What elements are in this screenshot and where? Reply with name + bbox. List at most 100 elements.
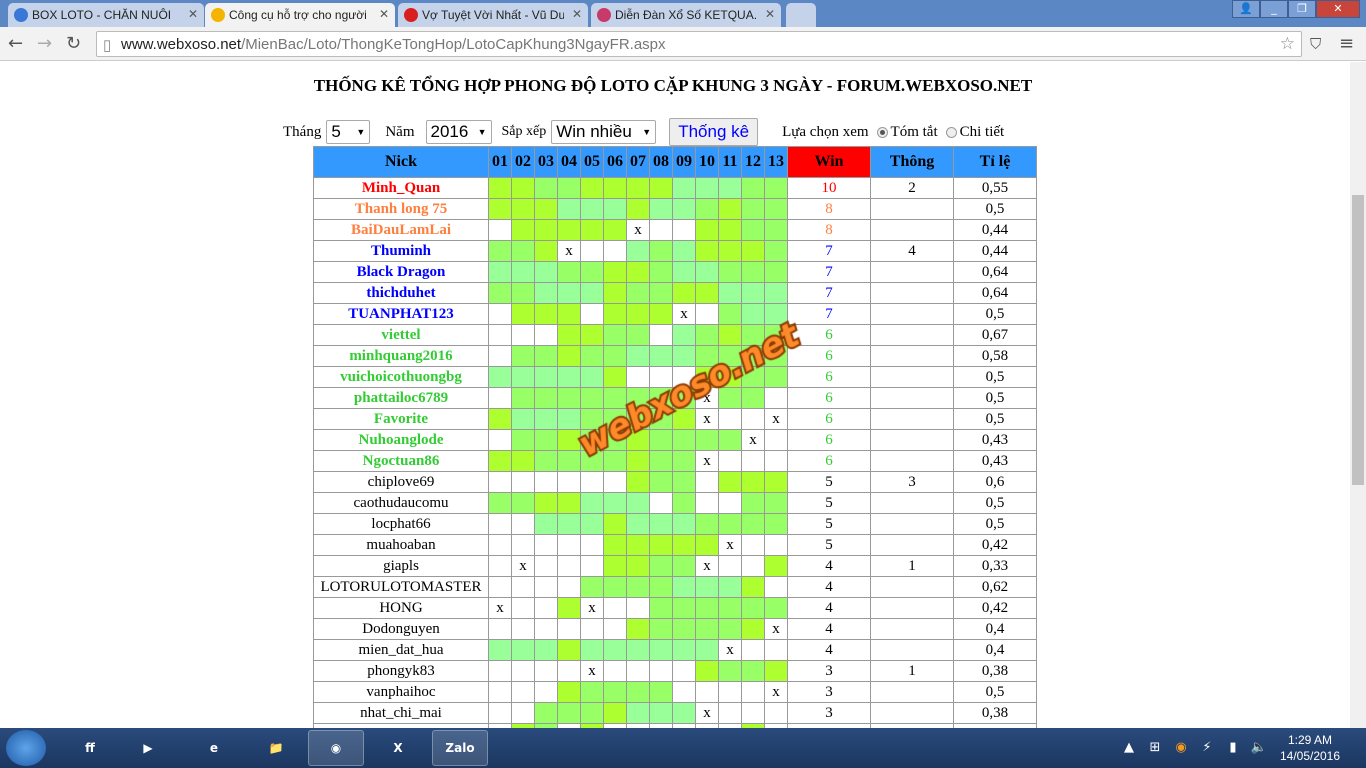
shield-extension-icon[interactable]: ⛉ [1310,35,1322,53]
maximize-button[interactable]: ❐ [1288,0,1316,18]
nick-cell[interactable]: HONG [313,597,489,619]
day-cell [603,198,627,220]
volume-icon[interactable]: 🔈 [1250,740,1268,755]
internet-explorer-button[interactable]: e [209,741,219,755]
day-cell [488,681,512,703]
month-select[interactable]: 5 ▼ [326,120,371,144]
sort-value: Win nhiều [556,122,632,141]
nick-cell[interactable]: TUANPHAT123 [313,303,489,325]
nick-cell[interactable]: LOTORULOTOMASTER [313,576,489,598]
youtube-icon [404,8,418,22]
year-select[interactable]: 2016 ▼ [425,120,492,144]
zalo-button[interactable]: Zalo [432,730,488,766]
nick-cell[interactable]: viettel [313,324,489,346]
close-button[interactable]: ✕ [1316,0,1360,18]
day-cell [626,702,650,724]
clock[interactable]: 1:29 AM 14/05/2016 [1274,732,1346,764]
nick-cell[interactable]: Ngoctuan86 [313,450,489,472]
excel-button[interactable]: X [393,741,403,755]
day-cell [534,177,558,199]
nick-cell[interactable]: vanphaihoc [313,681,489,703]
day-cell [580,282,604,304]
bookmark-star-icon[interactable]: ☆ [1279,34,1295,53]
nick-cell[interactable]: Minh_Quan [313,177,489,199]
day-cell [511,219,535,241]
nick-cell[interactable]: Dodonguyen [313,618,489,640]
nick-cell[interactable]: mien_dat_hua [313,639,489,661]
nick-cell[interactable]: Black Dragon [313,261,489,283]
scrollbar-thumb[interactable] [1352,195,1364,485]
tab-1[interactable]: BOX LOTO - CHĂN NUÔI ✕ [8,3,204,27]
chrome-button[interactable]: ◉ [308,730,364,766]
nick-cell[interactable]: BaiDauLamLai [313,219,489,241]
reload-icon[interactable]: ↻ [66,33,82,54]
file-explorer-button[interactable]: 📁 [268,741,284,755]
new-tab-button[interactable] [786,3,816,27]
nick-cell[interactable]: Thanh long 75 [313,198,489,220]
nick-cell[interactable]: Thuminh [313,240,489,262]
day-cell: x [626,219,650,241]
nick-cell[interactable]: caothudaucomu [313,492,489,514]
day-cell [695,219,719,241]
sort-select[interactable]: Win nhiều ▼ [551,120,657,144]
day-cell [580,198,604,220]
nick-cell[interactable]: locphat66 [313,513,489,535]
show-hidden-icons[interactable]: ▲ [1124,740,1134,755]
nick-cell[interactable]: muahoaban [313,534,489,556]
day-cell [488,492,512,514]
view-label: Lựa chọn xem [782,123,869,140]
day-cell [488,387,512,409]
nick-cell[interactable]: thichduhet [313,282,489,304]
nick-cell[interactable]: vuichoicothuongbg [313,366,489,388]
close-tab-icon[interactable]: ✕ [378,7,389,21]
tab-2[interactable]: Công cụ hỗ trợ cho người ✕ [205,3,395,27]
day-cell [741,408,765,430]
table-row: mien_dat_hua x 4 0,4 [313,639,1037,661]
radio-summary[interactable] [876,126,888,138]
close-tab-icon[interactable]: ✕ [764,7,775,21]
thong-cell [870,198,954,220]
minimize-button[interactable]: _ [1260,0,1288,18]
table-row: LOTORULOTOMASTER 4 0,62 [313,576,1037,598]
ratio-cell: 0,5 [953,303,1037,325]
media-player-button[interactable]: ▶ [143,741,153,755]
nick-cell[interactable]: giapls [313,555,489,577]
back-icon[interactable]: ← [8,33,24,54]
signal-icon[interactable]: ▮ [1229,740,1237,755]
day-cell [557,534,581,556]
address-bar[interactable]: ▯ www.webxoso.net/MienBac/Loto/ThongKeTo… [96,31,1302,57]
radio-detail[interactable] [945,126,957,138]
nick-cell[interactable]: Nuhoanglode [313,429,489,451]
user-icon[interactable]: 👤 [1232,0,1260,18]
table-row: phattailoc6789 x 6 0,5 [313,387,1037,409]
close-tab-icon[interactable]: ✕ [571,7,582,21]
start-button-button[interactable] [6,730,46,766]
thong-cell [870,261,954,283]
windows-icon[interactable]: ⊞ [1149,740,1161,755]
day-cell [580,702,604,724]
nick-cell[interactable]: minhquang2016 [313,345,489,367]
forward-icon[interactable]: → [37,33,53,54]
tab-3[interactable]: Vợ Tuyệt Vời Nhất - Vũ Du ✕ [398,3,588,27]
win-cell: 6 [787,324,871,346]
app-tray-icon[interactable]: ◉ [1175,740,1187,755]
tab-4[interactable]: Diễn Đàn Xổ Số KETQUA.N ✕ [591,3,781,27]
menu-icon[interactable]: ≡ [1339,33,1355,54]
day-cell [511,576,535,598]
day-cell [695,261,719,283]
nick-cell[interactable]: phattailoc6789 [313,387,489,409]
nick-cell[interactable]: chiplove69 [313,471,489,493]
day-cell [534,471,558,493]
clock-time: 1:29 AM [1287,733,1333,747]
nick-cell[interactable]: Favorite [313,408,489,430]
power-icon[interactable]: ⚡ [1202,740,1212,755]
firefox-button[interactable]: ff [85,741,95,755]
submit-button[interactable]: Thống kê [669,118,759,146]
nick-cell[interactable]: nhat_chi_mai [313,702,489,724]
close-tab-icon[interactable]: ✕ [187,7,198,21]
nick-cell[interactable]: phongyk83 [313,660,489,682]
day-cell [557,198,581,220]
day-cell [764,345,788,367]
day-cell [626,198,650,220]
vertical-scrollbar[interactable] [1350,62,1366,728]
